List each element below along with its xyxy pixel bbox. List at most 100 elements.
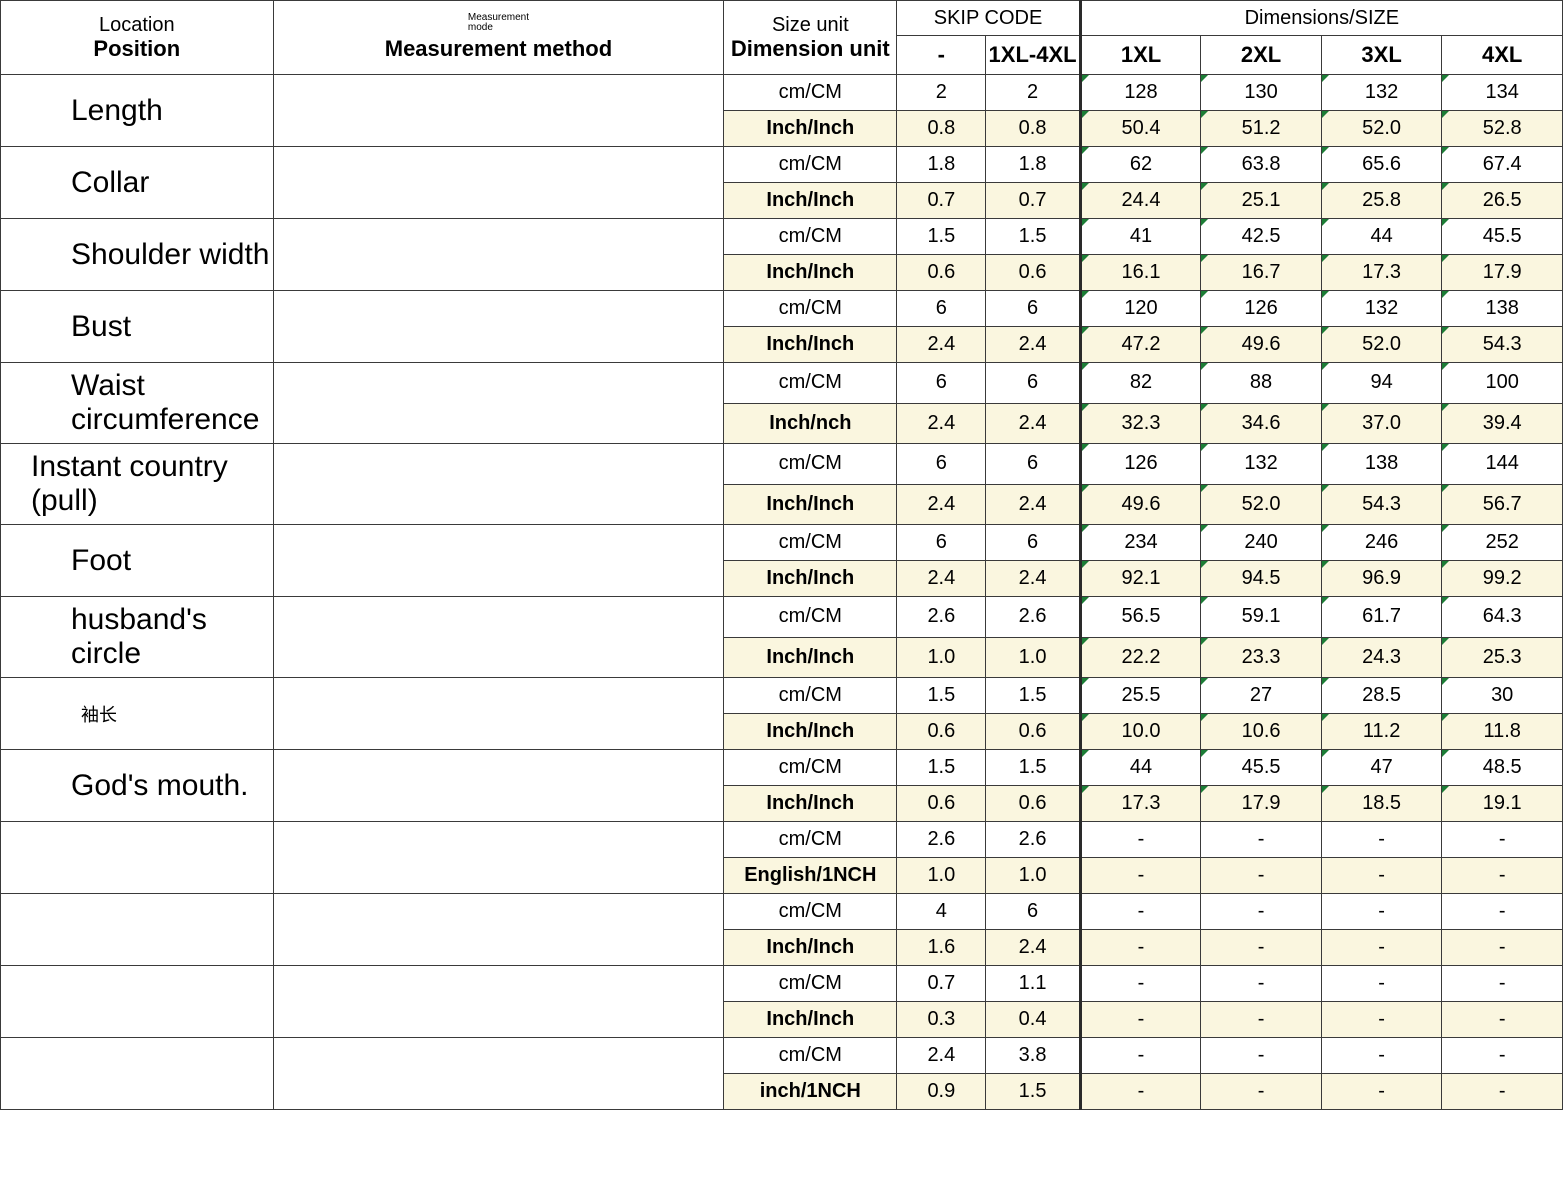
d3-in: -: [1321, 1074, 1442, 1110]
d3-cm: 44: [1321, 219, 1442, 255]
d2-in: -: [1201, 858, 1322, 894]
hdr-skip-dash: -: [897, 36, 986, 75]
d1-cm: 128: [1080, 75, 1201, 111]
row-label: Shoulder width: [1, 219, 274, 291]
row-label: Waist circumference: [1, 363, 274, 444]
d4-cm: -: [1442, 1038, 1563, 1074]
d1-in: 47.2: [1080, 327, 1201, 363]
skip1-cm: 1.5: [897, 750, 986, 786]
d4-cm: 64.3: [1442, 597, 1563, 638]
hdr-method-bottom: Measurement method: [276, 36, 722, 62]
d2-in: -: [1201, 1002, 1322, 1038]
skip1-cm: 6: [897, 363, 986, 404]
d2-cm: -: [1201, 1038, 1322, 1074]
d3-in: 25.8: [1321, 183, 1442, 219]
d2-cm: -: [1201, 894, 1322, 930]
skip1-cm: 6: [897, 444, 986, 485]
row-label: Foot: [1, 525, 274, 597]
skip2-cm: 6: [986, 444, 1080, 485]
d2-cm: 126: [1201, 291, 1322, 327]
row-label: [1, 894, 274, 966]
table-row: cm/CM2.62.6----: [1, 822, 1563, 858]
skip1-in: 0.6: [897, 255, 986, 291]
d1-cm: 234: [1080, 525, 1201, 561]
d3-cm: -: [1321, 822, 1442, 858]
skip2-cm: 1.8: [986, 147, 1080, 183]
skip2-in: 2.4: [986, 327, 1080, 363]
d1-in: 10.0: [1080, 714, 1201, 750]
skip2-cm: 1.5: [986, 750, 1080, 786]
table-row: Bustcm/CM66120126132138: [1, 291, 1563, 327]
hdr-unit: Size unit Dimension unit: [724, 1, 897, 75]
skip1-cm: 2.6: [897, 822, 986, 858]
skip1-cm: 4: [897, 894, 986, 930]
row-method: [273, 444, 724, 525]
d3-cm: 138: [1321, 444, 1442, 485]
skip1-in: 2.4: [897, 327, 986, 363]
row-method: [273, 822, 724, 894]
d2-cm: 45.5: [1201, 750, 1322, 786]
d2-cm: 59.1: [1201, 597, 1322, 638]
d2-in: 17.9: [1201, 786, 1322, 822]
row-method: [273, 291, 724, 363]
d1-in: -: [1080, 1074, 1201, 1110]
d3-cm: 94: [1321, 363, 1442, 404]
d4-in: -: [1442, 1074, 1563, 1110]
unit-cm: cm/CM: [724, 444, 897, 485]
d4-in: 17.9: [1442, 255, 1563, 291]
d1-in: -: [1080, 858, 1201, 894]
d2-in: -: [1201, 1074, 1322, 1110]
d3-in: 52.0: [1321, 111, 1442, 147]
d2-in: 16.7: [1201, 255, 1322, 291]
row-label: [1, 966, 274, 1038]
d4-in: 19.1: [1442, 786, 1563, 822]
skip1-in: 0.8: [897, 111, 986, 147]
d3-in: 18.5: [1321, 786, 1442, 822]
d1-in: -: [1080, 1002, 1201, 1038]
hdr-method: Measurement mode Measurement method: [273, 1, 724, 75]
d1-cm: 82: [1080, 363, 1201, 404]
d4-in: 25.3: [1442, 637, 1563, 678]
d2-cm: 42.5: [1201, 219, 1322, 255]
d4-cm: 45.5: [1442, 219, 1563, 255]
skip1-cm: 1.5: [897, 219, 986, 255]
d3-in: 37.0: [1321, 403, 1442, 444]
unit-inch: Inch/Inch: [724, 111, 897, 147]
d2-cm: 240: [1201, 525, 1322, 561]
hdr-skip: SKIP CODE: [897, 1, 1080, 36]
d2-cm: 63.8: [1201, 147, 1322, 183]
d4-in: 11.8: [1442, 714, 1563, 750]
hdr-unit-bottom: Dimension unit: [726, 36, 894, 62]
row-method: [273, 525, 724, 597]
d4-in: 39.4: [1442, 403, 1563, 444]
skip2-cm: 1.5: [986, 678, 1080, 714]
d2-in: 23.3: [1201, 637, 1322, 678]
skip2-in: 2.4: [986, 561, 1080, 597]
d2-cm: 132: [1201, 444, 1322, 485]
skip1-in: 2.4: [897, 484, 986, 525]
skip2-in: 1.0: [986, 858, 1080, 894]
skip2-cm: 1.5: [986, 219, 1080, 255]
table-row: Collarcm/CM1.81.86263.865.667.4: [1, 147, 1563, 183]
unit-inch: Inch/Inch: [724, 714, 897, 750]
d3-cm: -: [1321, 1038, 1442, 1074]
d4-cm: 100: [1442, 363, 1563, 404]
d4-in: 54.3: [1442, 327, 1563, 363]
d3-in: 54.3: [1321, 484, 1442, 525]
d1-in: 50.4: [1080, 111, 1201, 147]
d4-cm: 48.5: [1442, 750, 1563, 786]
table-row: Waist circumferencecm/CM66828894100: [1, 363, 1563, 404]
row-label: Collar: [1, 147, 274, 219]
unit-inch: English/1NCH: [724, 858, 897, 894]
skip2-cm: 3.8: [986, 1038, 1080, 1074]
d2-in: 10.6: [1201, 714, 1322, 750]
unit-cm: cm/CM: [724, 75, 897, 111]
row-method: [273, 966, 724, 1038]
row-label: husband's circle: [1, 597, 274, 678]
skip2-in: 0.8: [986, 111, 1080, 147]
d1-cm: 25.5: [1080, 678, 1201, 714]
skip1-in: 2.4: [897, 403, 986, 444]
d1-cm: 44: [1080, 750, 1201, 786]
skip1-cm: 1.8: [897, 147, 986, 183]
d1-cm: 62: [1080, 147, 1201, 183]
